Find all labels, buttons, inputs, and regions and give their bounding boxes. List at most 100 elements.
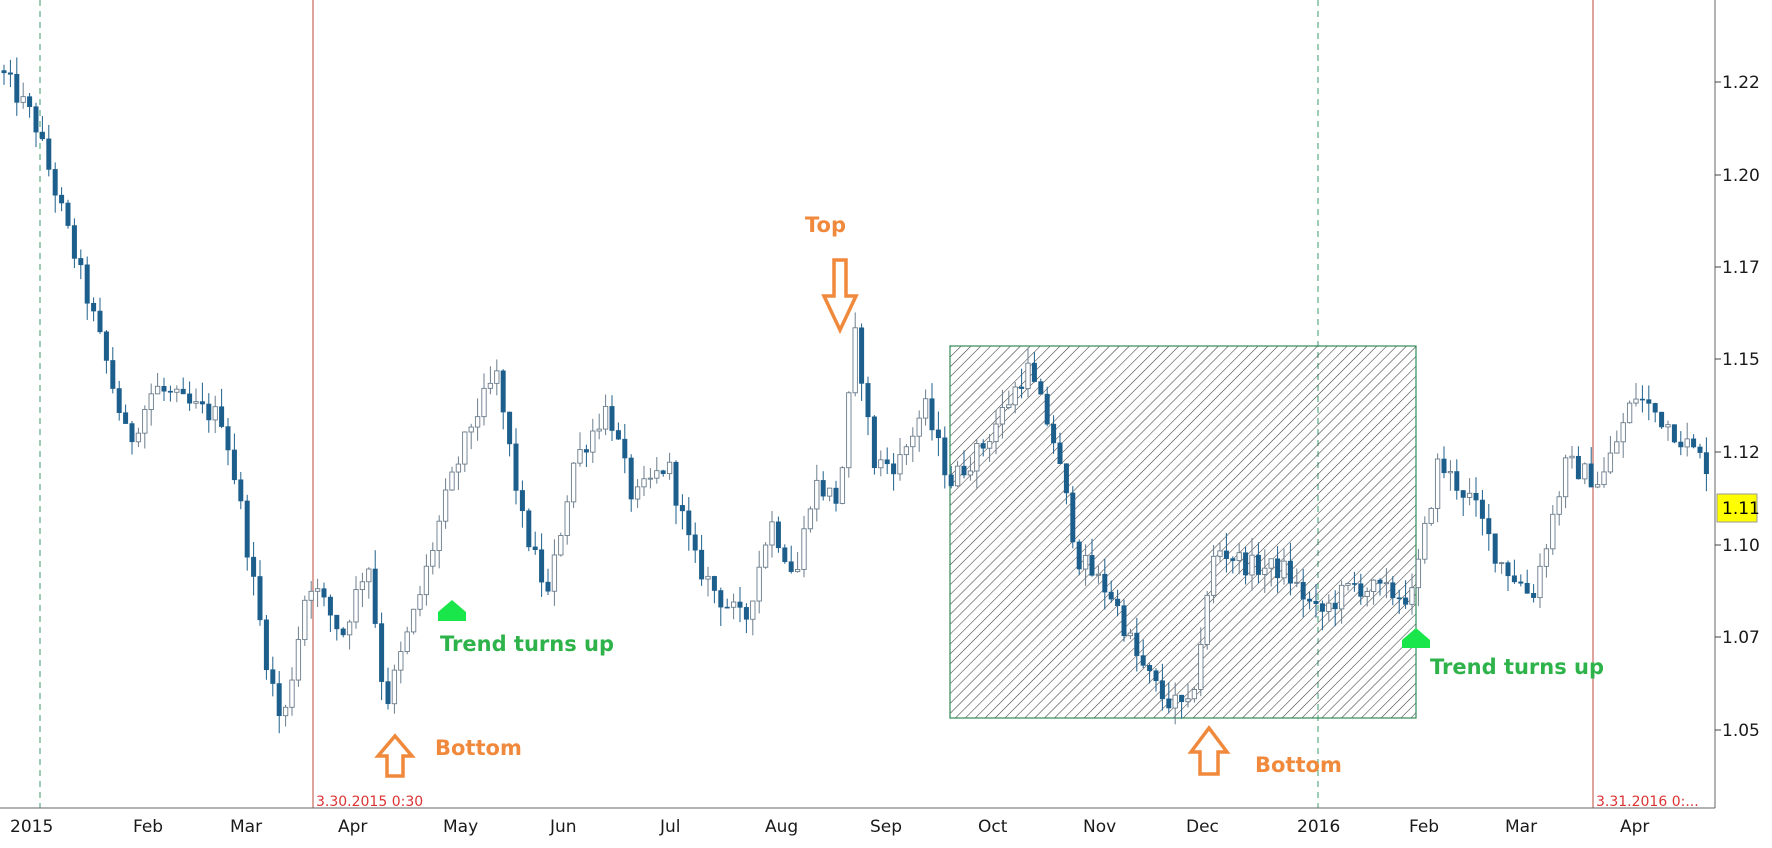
candle-up	[1236, 552, 1242, 562]
candle-up	[353, 589, 359, 623]
arrow-up-icon	[1187, 725, 1231, 776]
candle-down	[1243, 552, 1249, 576]
candle-up	[634, 486, 641, 500]
candle-down	[1524, 582, 1530, 594]
candle-up	[705, 575, 711, 580]
candle-down	[526, 510, 532, 548]
candle-down	[673, 461, 679, 506]
candle-down	[865, 383, 871, 418]
x-tick-label: 2015	[10, 817, 53, 837]
candle-down	[833, 487, 839, 504]
candle-down	[180, 388, 186, 395]
candle-down	[1108, 591, 1114, 600]
candle-up	[654, 470, 660, 479]
candle-up	[494, 370, 500, 384]
candle-down	[1390, 582, 1396, 599]
candle-up	[897, 454, 903, 475]
candle-up	[756, 566, 762, 602]
candle-up	[1537, 565, 1543, 599]
candle-down	[1313, 600, 1319, 604]
candle-down	[891, 463, 897, 475]
candle-up	[404, 631, 410, 653]
y-tick-label: 1.20	[1722, 166, 1760, 186]
candle-down	[251, 556, 257, 577]
candle-down	[519, 490, 525, 512]
candle-down	[1486, 518, 1492, 535]
x-tick-label: Feb	[1409, 817, 1439, 837]
candle-down	[679, 505, 685, 512]
candle-down	[327, 596, 333, 616]
candle-up	[474, 416, 481, 428]
candle-down	[1639, 398, 1645, 401]
candle-down	[385, 681, 391, 705]
candle-down	[775, 521, 781, 549]
candle-up	[1364, 591, 1370, 597]
candle-up	[1268, 558, 1274, 569]
candle-down	[1511, 575, 1517, 583]
x-tick-label: Feb	[133, 817, 163, 837]
candle-up	[423, 565, 430, 596]
candle-down	[1230, 558, 1236, 561]
candle-up	[1198, 643, 1204, 690]
candle-up	[846, 392, 852, 469]
candle-up	[1447, 471, 1454, 474]
candle-up	[148, 393, 154, 410]
candle-down	[206, 403, 212, 421]
candle-down	[1460, 490, 1466, 498]
candle-down	[820, 480, 826, 497]
candle-up	[462, 431, 468, 465]
x-tick-label: Mar	[1505, 817, 1537, 837]
candle-down	[1441, 458, 1447, 474]
candle-up	[1185, 698, 1191, 703]
trend-up-icon	[438, 600, 466, 621]
candle-up	[314, 588, 321, 592]
candle-up	[551, 554, 558, 592]
candle-up	[154, 385, 161, 395]
candle-down	[103, 331, 109, 361]
candle-up	[852, 327, 858, 394]
candle-down	[97, 310, 103, 333]
candle-down	[1652, 403, 1658, 413]
candle-down	[257, 576, 263, 621]
candle-up	[564, 501, 570, 536]
candle-down	[167, 390, 173, 393]
candle-up	[430, 550, 436, 567]
candle-up	[577, 449, 583, 464]
candle-down	[532, 546, 538, 551]
candle-down	[609, 406, 615, 431]
candle-up	[1191, 689, 1198, 700]
candle-up	[1217, 550, 1223, 557]
candle-down	[513, 443, 519, 491]
candle-up	[814, 479, 820, 510]
candle-up	[417, 594, 423, 610]
candle-up	[135, 432, 142, 443]
candle-up	[1006, 404, 1012, 408]
candle-down	[1102, 573, 1108, 593]
candle-down	[270, 669, 276, 684]
candle-up	[1428, 507, 1434, 524]
candle-up	[986, 441, 993, 449]
candle-down	[27, 96, 33, 107]
y-tick-label: 1.10	[1722, 536, 1760, 556]
candle-down	[692, 534, 698, 551]
candle-up	[1172, 694, 1178, 709]
candle-down	[628, 457, 634, 500]
candle-down	[622, 438, 628, 459]
candle-up	[391, 669, 398, 705]
y-tick-label: 1.17	[1722, 258, 1760, 278]
candle-up	[1025, 362, 1031, 390]
candle-up	[558, 535, 564, 556]
candle-down	[942, 437, 948, 476]
date-tag: 3.30.2015 0:30	[316, 794, 423, 810]
candle-up	[308, 590, 314, 601]
candle-down	[1063, 463, 1069, 494]
current-price-badge	[1716, 493, 1758, 523]
candle-down	[1057, 442, 1063, 464]
candle-up	[1620, 422, 1626, 443]
y-tick-label: 1.22	[1722, 73, 1760, 93]
candle-up	[174, 388, 180, 393]
candle-down	[1255, 554, 1261, 575]
consolidation-zone	[949, 345, 1417, 719]
candle-up	[1569, 455, 1575, 459]
